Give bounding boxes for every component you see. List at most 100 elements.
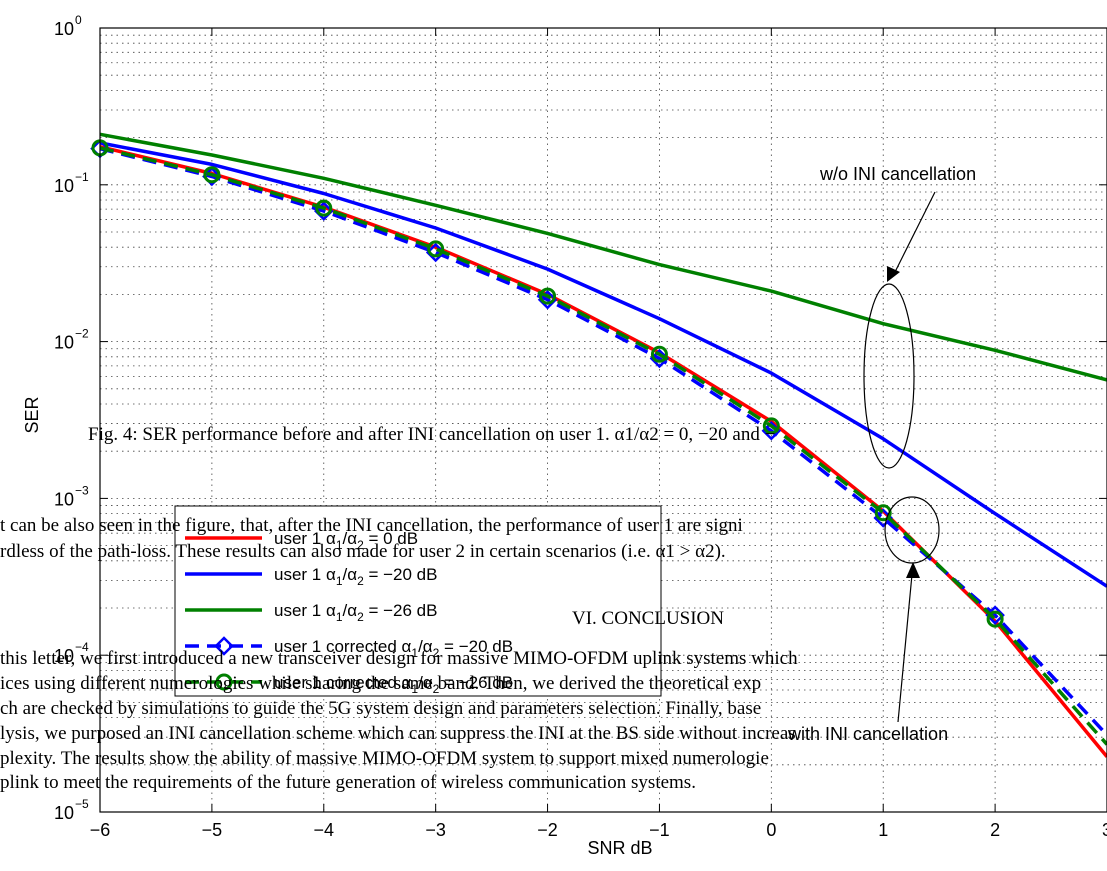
legend-text-part: /α — [418, 637, 433, 656]
series-lines — [90, 132, 1107, 758]
overlay-line-1: t can be also seen in the figure, that, … — [0, 515, 743, 536]
x-axis-label: SNR dB — [587, 838, 652, 858]
overlay-line-2: rdless of the path-loss. These results c… — [0, 541, 726, 562]
y-tick-exponent: 0 — [75, 13, 82, 27]
y-tick-base: 10 — [54, 489, 74, 509]
legend-text-part: = −20 dB — [439, 637, 513, 656]
legend-text-part: user 1 corrected α — [274, 673, 412, 692]
legend-subscript: 2 — [433, 682, 440, 696]
figure-caption: Fig. 4: SER performance before and after… — [88, 424, 775, 445]
y-tick-exponent: −5 — [75, 797, 89, 811]
series-marker-4 — [537, 289, 558, 310]
x-tick-label: −5 — [202, 820, 223, 840]
legend-marker-4 — [214, 636, 234, 656]
y-tick-exponent: −2 — [75, 327, 89, 341]
x-tick-label: −2 — [537, 820, 558, 840]
y-axis-label: SER — [22, 396, 42, 433]
y-tick-label: 10 −3 — [54, 483, 89, 509]
legend-text-part: = −26 dB — [439, 673, 513, 692]
legend-text-part: user 1 α — [274, 601, 336, 620]
annotation-wo-ini-ellipse — [863, 283, 915, 469]
x-tick-label: −4 — [314, 820, 335, 840]
annotation-with-ini: with INI cancellation — [787, 496, 948, 744]
overlay-line-6: lysis, we purposed an INI cancellation s… — [0, 723, 796, 744]
plot-area — [99, 27, 1107, 813]
annotation-with-ini-arrowhead — [906, 562, 920, 578]
y-tick-base: 10 — [54, 646, 74, 666]
y-tick-label: 10 0 — [54, 13, 82, 39]
x-tick-label: 0 — [766, 820, 776, 840]
y-tick-base: 10 — [54, 176, 74, 196]
legend-subscript: 1 — [411, 682, 418, 696]
axis-ticks — [99, 27, 1107, 813]
y-tick-label: 10 −1 — [54, 170, 89, 196]
series-line-5 — [99, 146, 1107, 746]
legend-subscript: 2 — [357, 574, 364, 588]
annotation-wo-ini-arrow — [892, 191, 936, 277]
legend-subscript: 1 — [336, 574, 343, 588]
y-tick-exponent: −3 — [75, 483, 89, 497]
overlay-heading: VI. CONCLUSION — [572, 608, 724, 629]
legend-subscript: 1 — [336, 538, 343, 552]
overlay-line-4: ices using different numerologies while … — [0, 673, 761, 694]
legend-subscript: 1 — [336, 610, 343, 624]
series-marker-5 — [427, 240, 445, 258]
legend-label-5: user 1 corrected α1/α2 = −26 dB — [274, 673, 513, 696]
legend-text-part: user 1 corrected α — [274, 637, 412, 656]
series-marker-4 — [202, 166, 222, 187]
legend-marker-5 — [215, 673, 233, 691]
series-marker-5 — [315, 199, 333, 217]
y-tick-base: 10 — [54, 803, 74, 823]
series-marker-4 — [314, 201, 334, 221]
x-tick-label: 3 — [1102, 820, 1107, 840]
x-tick-label: 2 — [990, 820, 1000, 840]
y-tick-base: 10 — [54, 19, 74, 39]
legend-subscript: 2 — [357, 538, 364, 552]
annotation-with-ini-arrow — [897, 563, 914, 723]
x-tick-label: −6 — [90, 820, 111, 840]
y-tick-exponent: −1 — [75, 170, 89, 184]
legend-label-4: user 1 corrected α1/α2 = −20 dB — [274, 637, 513, 660]
overlay-line-7: plexity. The results show the ability of… — [0, 748, 769, 769]
legend-subscript: 2 — [357, 610, 364, 624]
x-tick-labels: −6 −5 −4 −3 −2 −1 0 1 2 3 — [90, 820, 1107, 840]
legend-text-part: /α — [343, 565, 358, 584]
y-tick-exponent: −4 — [75, 640, 89, 654]
legend-label-3: user 1 α1/α2 = −26 dB — [274, 601, 437, 624]
y-tick-label: 10 −2 — [54, 327, 89, 353]
series-marker-5 — [539, 287, 557, 305]
annotation-wo-ini-arrowhead — [887, 266, 900, 282]
series-marker-5 — [762, 417, 780, 435]
legend-subscript: 1 — [411, 646, 418, 660]
overlay-line-3: this letter, we first introduced a new t… — [0, 648, 798, 669]
series-marker-5 — [986, 610, 1004, 628]
legend-subscript: 2 — [433, 646, 440, 660]
overlay-line-5: ch are checked by simulations to guide t… — [0, 698, 761, 719]
series-line-2 — [99, 141, 1107, 588]
y-tick-label: 10 −5 — [54, 797, 89, 823]
x-tick-label: −3 — [425, 820, 446, 840]
series-marker-5 — [203, 166, 221, 184]
annotation-with-ini-text: with INI cancellation — [787, 724, 948, 744]
legend-text-part: = −20 dB — [364, 565, 438, 584]
legend-text-part: /α — [343, 601, 358, 620]
series-marker-5 — [874, 504, 892, 522]
legend-text-part: /α — [343, 529, 358, 548]
y-tick-base: 10 — [54, 333, 74, 353]
legend-label-2: user 1 α1/α2 = −20 dB — [274, 565, 437, 588]
x-tick-label: −1 — [649, 820, 670, 840]
legend-text-part: = −26 dB — [364, 601, 438, 620]
annotation-wo-ini-text: w/o INI cancellation — [819, 164, 976, 184]
annotation-with-ini-ellipse — [884, 496, 940, 564]
y-tick-label: 10 −4 — [54, 640, 89, 666]
legend-text-part: user 1 α — [274, 565, 336, 584]
legend-text-part: /α — [418, 673, 433, 692]
overlay-line-8: plink to meet the requirements of the fu… — [0, 772, 696, 793]
annotation-wo-ini: w/o INI cancellation — [819, 164, 976, 469]
legend-text-part: user 1 α — [274, 529, 336, 548]
overlay-text: Fig. 4: SER performance before and after… — [0, 424, 798, 793]
legend-label-1: user 1 α1/α2 = 0 dB — [274, 529, 418, 552]
